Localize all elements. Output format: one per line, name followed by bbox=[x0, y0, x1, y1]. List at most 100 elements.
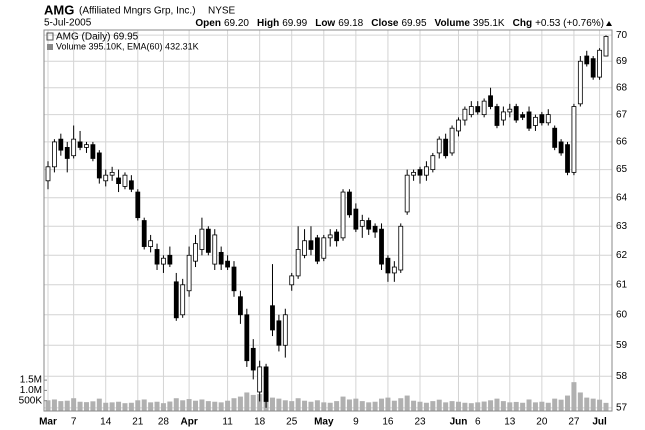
candle-body bbox=[552, 127, 558, 148]
quote-value: 69.99 bbox=[282, 18, 307, 29]
volume-bar bbox=[295, 398, 301, 411]
candle-body bbox=[462, 108, 468, 121]
candle-body bbox=[590, 58, 596, 78]
candle-body bbox=[84, 144, 89, 148]
candle-body bbox=[443, 138, 449, 157]
candle-body bbox=[103, 174, 109, 182]
candle-body bbox=[212, 234, 218, 265]
volume-bar bbox=[71, 398, 77, 411]
y-tick-label: 58 bbox=[616, 371, 628, 382]
legend-icon bbox=[47, 44, 53, 50]
legend-price: AMG (Daily) 69.95 bbox=[56, 32, 139, 43]
candle-body bbox=[565, 144, 570, 173]
volume-bar bbox=[173, 398, 179, 411]
candle-body bbox=[577, 60, 583, 105]
volume-bar bbox=[449, 401, 455, 411]
volume-bar bbox=[334, 401, 340, 411]
candle-body bbox=[545, 114, 551, 124]
candle-body bbox=[372, 225, 378, 233]
exchange: NYSE bbox=[208, 6, 236, 17]
candle-body bbox=[379, 228, 384, 265]
candle-body bbox=[424, 166, 429, 176]
volume-bar bbox=[141, 399, 147, 411]
x-tick-label: Mar bbox=[39, 417, 57, 428]
x-tick-label: 6 bbox=[475, 417, 481, 428]
candle-body bbox=[558, 141, 564, 154]
x-tick-label: 16 bbox=[382, 417, 394, 428]
quote-value: 69.95 bbox=[401, 18, 426, 29]
candle-body bbox=[398, 225, 404, 271]
volume-bar bbox=[276, 398, 282, 411]
candle-body bbox=[308, 240, 314, 250]
candle-body bbox=[45, 166, 51, 182]
candle-body bbox=[135, 191, 141, 219]
volume-bar bbox=[218, 402, 224, 411]
volume-bar bbox=[597, 399, 603, 411]
quote-label: Low bbox=[315, 18, 335, 29]
volume-bar bbox=[513, 401, 519, 411]
volume-bar bbox=[64, 400, 70, 411]
candle-body bbox=[295, 249, 301, 277]
volume-tick-label: 1.0M bbox=[20, 385, 42, 396]
plot-frame bbox=[43, 29, 613, 412]
quote-label: Open bbox=[195, 18, 221, 29]
x-tick-label: 9 bbox=[353, 417, 359, 428]
candle-body bbox=[250, 347, 256, 371]
volume-bar bbox=[321, 402, 327, 411]
candle-body bbox=[571, 106, 577, 173]
candle-body bbox=[257, 366, 263, 393]
volume-bar bbox=[558, 399, 564, 411]
volume-bar bbox=[122, 403, 128, 411]
candle-body bbox=[58, 138, 64, 151]
volume-bar bbox=[507, 402, 513, 411]
candle-body bbox=[289, 275, 295, 286]
candle-body bbox=[385, 257, 391, 274]
volume-bar bbox=[90, 401, 96, 411]
legend-icon bbox=[46, 32, 54, 41]
volume-bar bbox=[289, 401, 295, 411]
volume-bar bbox=[314, 400, 320, 411]
volume-bar bbox=[353, 398, 359, 411]
volume-bar bbox=[366, 402, 372, 411]
candle-body bbox=[96, 152, 102, 179]
candle-body bbox=[526, 111, 532, 129]
candle-body bbox=[77, 141, 83, 148]
candle-body bbox=[282, 314, 288, 346]
candle-body bbox=[122, 174, 128, 187]
candle-body bbox=[52, 141, 57, 168]
candle-body bbox=[481, 100, 487, 116]
y-tick-label: 67 bbox=[616, 109, 628, 120]
candle-body bbox=[109, 171, 115, 176]
x-tick-label: 28 bbox=[158, 417, 170, 428]
candle-body bbox=[436, 138, 442, 154]
candle-body bbox=[116, 177, 121, 185]
candle-body bbox=[244, 314, 250, 362]
volume-bar bbox=[500, 401, 506, 411]
candle-body bbox=[603, 36, 609, 57]
x-tick-label: 18 bbox=[254, 417, 266, 428]
volume-bar bbox=[193, 400, 199, 411]
volume-bar bbox=[379, 398, 385, 411]
volume-bar bbox=[443, 402, 449, 411]
x-tick-label: 23 bbox=[414, 417, 426, 428]
quote-label: Volume bbox=[435, 18, 471, 29]
candle-body bbox=[488, 95, 493, 107]
candle-body bbox=[359, 220, 365, 227]
quote: Open 69.20 High 69.99 Low 69.18 Close 69.95 Volu… bbox=[195, 18, 604, 29]
volume-bar bbox=[481, 401, 487, 411]
candle-body bbox=[71, 138, 77, 157]
legend-volume: Volume 395.10K, EMA(60) 432.31K bbox=[56, 41, 199, 51]
volume-bar bbox=[590, 398, 596, 411]
volume-bar bbox=[231, 398, 237, 411]
candle-body bbox=[180, 284, 186, 316]
candle-body bbox=[314, 237, 320, 262]
candle-body bbox=[186, 254, 192, 292]
volume-bar bbox=[148, 402, 154, 411]
candle-body bbox=[494, 106, 500, 126]
x-tick-label: Jul bbox=[592, 417, 607, 428]
candle-body bbox=[334, 231, 340, 242]
candle-body bbox=[417, 169, 423, 176]
candle-body bbox=[507, 108, 513, 113]
x-tick-label: 25 bbox=[286, 417, 298, 428]
